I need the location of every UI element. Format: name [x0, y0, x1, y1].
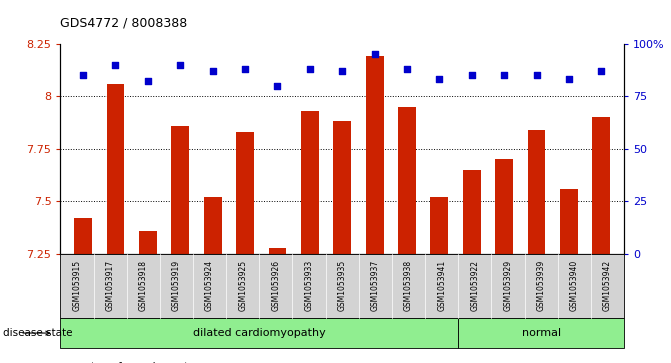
Bar	[366, 56, 384, 254]
Text: dilated cardiomyopathy: dilated cardiomyopathy	[193, 328, 325, 338]
Text: GDS4772 / 8008388: GDS4772 / 8008388	[60, 16, 188, 29]
Point	[531, 72, 542, 78]
Text: GSM1053938: GSM1053938	[404, 260, 413, 311]
Bar	[560, 189, 578, 254]
Bar	[398, 107, 416, 254]
Text: GSM1053922: GSM1053922	[470, 260, 479, 311]
Text: normal: normal	[521, 328, 561, 338]
Point	[78, 72, 89, 78]
Point	[434, 77, 445, 82]
Bar	[74, 218, 92, 254]
Point	[110, 62, 121, 68]
Text: GSM1053926: GSM1053926	[271, 260, 280, 311]
Text: GSM1053942: GSM1053942	[603, 260, 612, 311]
Bar	[236, 132, 254, 254]
Point	[305, 66, 315, 72]
Bar	[431, 197, 448, 254]
Point	[272, 83, 282, 89]
Point	[207, 68, 218, 74]
Point	[564, 77, 574, 82]
Text: GSM1053925: GSM1053925	[238, 260, 247, 311]
Text: disease state: disease state	[3, 328, 73, 338]
Text: GSM1053933: GSM1053933	[305, 260, 313, 311]
Bar	[527, 130, 546, 254]
Point	[596, 68, 607, 74]
Point	[142, 78, 153, 84]
Text: GSM1053917: GSM1053917	[105, 260, 115, 311]
Text: transformed count: transformed count	[91, 362, 188, 363]
Bar	[333, 122, 351, 254]
Point	[466, 72, 477, 78]
Text: GSM1053937: GSM1053937	[371, 260, 380, 311]
Text: GSM1053924: GSM1053924	[205, 260, 214, 311]
Point	[337, 68, 348, 74]
Bar	[463, 170, 480, 254]
Bar	[204, 197, 221, 254]
Bar	[592, 117, 610, 254]
Bar	[107, 83, 124, 254]
Bar	[139, 231, 157, 254]
Point	[499, 72, 509, 78]
Text: GSM1053939: GSM1053939	[537, 260, 546, 311]
Text: GSM1053919: GSM1053919	[172, 260, 181, 311]
Text: GSM1053918: GSM1053918	[139, 260, 148, 311]
Text: ■: ■	[67, 362, 76, 363]
Point	[240, 66, 250, 72]
Bar	[268, 248, 287, 254]
Text: GSM1053941: GSM1053941	[437, 260, 446, 311]
Text: GSM1053915: GSM1053915	[72, 260, 81, 311]
Point	[402, 66, 413, 72]
Bar	[171, 126, 189, 254]
Text: GSM1053940: GSM1053940	[570, 260, 579, 311]
Bar	[301, 111, 319, 254]
Point	[369, 51, 380, 57]
Text: GSM1053929: GSM1053929	[503, 260, 513, 311]
Bar	[495, 159, 513, 254]
Text: GSM1053935: GSM1053935	[338, 260, 347, 311]
Point	[175, 62, 186, 68]
